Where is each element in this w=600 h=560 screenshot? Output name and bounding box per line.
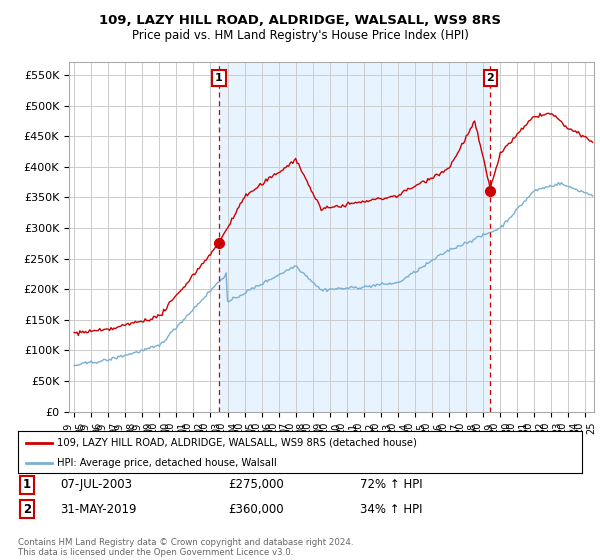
Text: Contains HM Land Registry data © Crown copyright and database right 2024.
This d: Contains HM Land Registry data © Crown c… [18, 538, 353, 557]
Text: 109, LAZY HILL ROAD, ALDRIDGE, WALSALL, WS9 8RS: 109, LAZY HILL ROAD, ALDRIDGE, WALSALL, … [99, 14, 501, 27]
Text: HPI: Average price, detached house, Walsall: HPI: Average price, detached house, Wals… [58, 458, 277, 468]
Bar [219, 62, 490, 412]
Text: £360,000: £360,000 [228, 502, 284, 516]
Text: 1: 1 [215, 73, 223, 83]
Text: 07-JUL-2003: 07-JUL-2003 [60, 478, 132, 492]
Text: 34% ↑ HPI: 34% ↑ HPI [360, 502, 422, 516]
Text: 2: 2 [487, 73, 494, 83]
Text: £275,000: £275,000 [228, 478, 284, 492]
Text: 1: 1 [23, 478, 31, 492]
Text: Price paid vs. HM Land Registry's House Price Index (HPI): Price paid vs. HM Land Registry's House … [131, 29, 469, 42]
Text: 31-MAY-2019: 31-MAY-2019 [60, 502, 137, 516]
Text: 2: 2 [23, 502, 31, 516]
Text: 109, LAZY HILL ROAD, ALDRIDGE, WALSALL, WS9 8RS (detached house): 109, LAZY HILL ROAD, ALDRIDGE, WALSALL, … [58, 437, 418, 447]
Text: 72% ↑ HPI: 72% ↑ HPI [360, 478, 422, 492]
